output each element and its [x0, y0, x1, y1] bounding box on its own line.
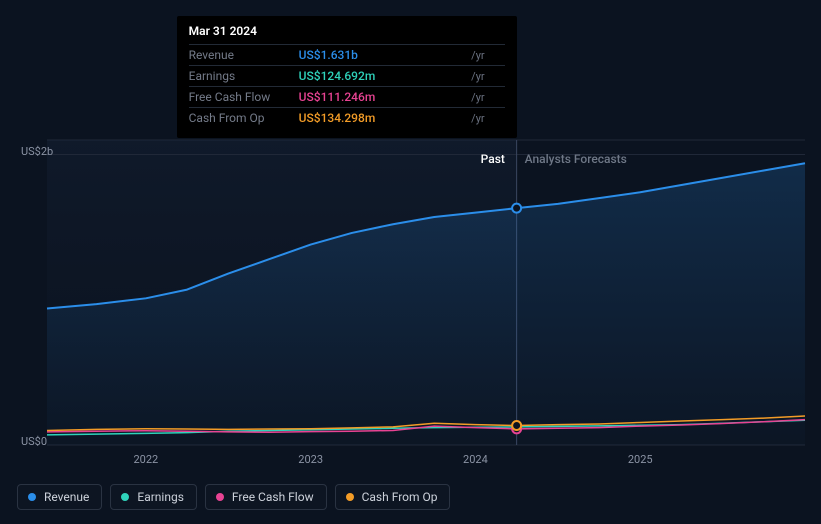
y-tick-label: US$2b — [21, 145, 61, 158]
tooltip-row-value: US$111.246m — [299, 87, 469, 108]
legend-item-label: Free Cash Flow — [232, 490, 314, 504]
legend-dot-icon — [28, 493, 36, 501]
legend-dot-icon — [346, 493, 354, 501]
tooltip-row-value: US$1.631b — [299, 45, 469, 66]
x-tick-label: 2023 — [298, 453, 323, 466]
tooltip-row-unit: /yr — [468, 66, 504, 87]
tooltip-row-unit: /yr — [468, 45, 504, 66]
legend-item-revenue[interactable]: Revenue — [17, 484, 102, 510]
tooltip-row-unit: /yr — [468, 87, 504, 108]
legend-item-earnings[interactable]: Earnings — [110, 484, 197, 510]
legend-item-cash-from-op[interactable]: Cash From Op — [335, 484, 451, 510]
tooltip-row-value: US$134.298m — [299, 108, 469, 129]
tooltip-row: EarningsUS$124.692m/yr — [189, 66, 505, 87]
tooltip-row-label: Free Cash Flow — [189, 87, 299, 108]
tooltip-row: Cash From OpUS$134.298m/yr — [189, 108, 505, 129]
x-tick-label: 2024 — [463, 453, 488, 466]
legend-item-label: Cash From Op — [362, 490, 438, 504]
legend-dot-icon — [216, 493, 224, 501]
legend-item-label: Earnings — [137, 490, 184, 504]
tooltip-row-label: Cash From Op — [189, 108, 299, 129]
chart-tooltip: Mar 31 2024 RevenueUS$1.631b/yrEarningsU… — [177, 16, 517, 138]
tooltip-row: RevenueUS$1.631b/yr — [189, 45, 505, 66]
legend-item-label: Revenue — [44, 490, 89, 504]
legend-item-free-cash-flow[interactable]: Free Cash Flow — [205, 484, 327, 510]
x-tick-label: 2022 — [133, 453, 158, 466]
tooltip-table: RevenueUS$1.631b/yrEarningsUS$124.692m/y… — [189, 44, 505, 128]
hover-marker-cfo — [512, 421, 521, 430]
chart-legend: Revenue Earnings Free Cash Flow Cash From O… — [17, 484, 450, 510]
region-label-forecast: Analysts Forecasts — [525, 152, 627, 166]
tooltip-row-label: Revenue — [189, 45, 299, 66]
region-label-past: Past — [481, 152, 505, 166]
tooltip-date: Mar 31 2024 — [189, 24, 505, 44]
x-tick-label: 2025 — [628, 453, 653, 466]
tooltip-row-label: Earnings — [189, 66, 299, 87]
chart-container: US$2b US$0 2022 2023 2024 2025 Past Analysts… — [17, 10, 805, 510]
tooltip-row: Free Cash FlowUS$111.246m/yr — [189, 87, 505, 108]
tooltip-row-unit: /yr — [468, 108, 504, 129]
tooltip-row-value: US$124.692m — [299, 66, 469, 87]
y-tick-label: US$0 — [21, 435, 61, 448]
legend-dot-icon — [121, 493, 129, 501]
hover-marker-revenue — [512, 204, 521, 213]
